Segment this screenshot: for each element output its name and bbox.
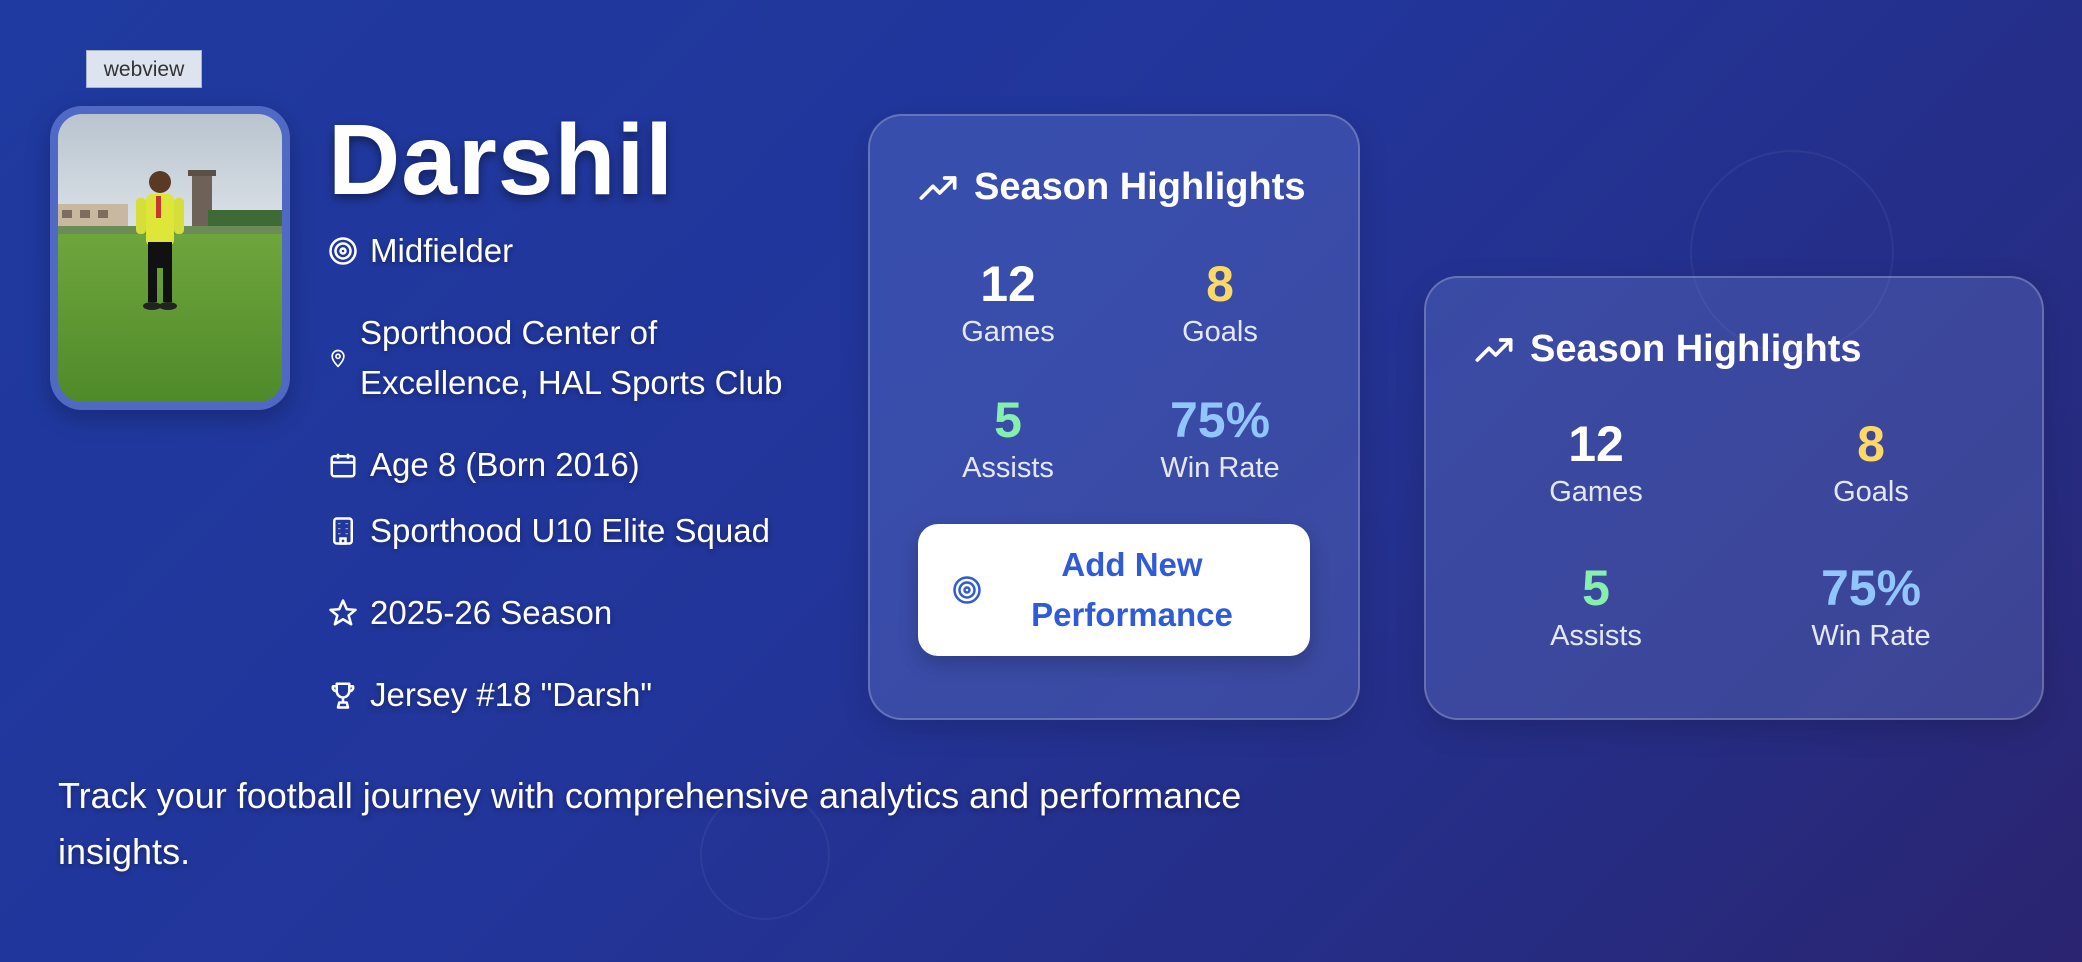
stat-assists-label: Assists	[962, 452, 1054, 484]
stat-win-rate-label: Win Rate	[1811, 620, 1931, 652]
stat-goals-value: 8	[1206, 256, 1234, 312]
position-text: Midfielder	[370, 232, 514, 269]
stat-games-value: 12	[980, 256, 1036, 312]
jersey-text: Jersey #18 "Darsh"	[370, 676, 653, 713]
trending-up-icon	[919, 175, 957, 200]
club-text-line1: Sporthood Center of	[360, 314, 658, 351]
map-pin-icon	[328, 308, 350, 408]
stat-win-rate: 75% Win Rate	[1140, 392, 1300, 488]
webview-label: webview	[86, 50, 202, 88]
season-highlights-card-secondary	[1424, 276, 2044, 720]
stat-win-rate-value: 75%	[1820, 560, 1922, 616]
trending-up-icon	[1475, 337, 1513, 362]
background-decoration	[1690, 150, 1894, 354]
stat-assists-value: 5	[1582, 560, 1610, 616]
building-icon	[328, 506, 360, 556]
stat-goals-label: Goals	[1833, 476, 1909, 508]
player-jersey: Jersey #18 "Darsh"	[328, 670, 652, 720]
add-performance-label: Add New Performance	[1031, 546, 1233, 633]
stat-goals: 8 Goals	[1140, 256, 1300, 352]
stat-games: 12 Games	[928, 256, 1088, 352]
target-icon	[953, 576, 981, 604]
player-team: Sporthood U10 Elite Squad	[328, 506, 770, 556]
stat-win-rate-label: Win Rate	[1160, 452, 1280, 484]
stat-win-rate-value: 75%	[1169, 392, 1271, 448]
tagline: Track your football journey with compreh…	[58, 775, 1242, 872]
player-club: Sporthood Center of Excellence, HAL Spor…	[328, 308, 782, 408]
stat-assists-label: Assists	[1550, 620, 1642, 652]
age-text: Age 8 (Born 2016)	[370, 446, 640, 483]
trophy-icon	[328, 670, 360, 720]
player-photo-image	[58, 114, 282, 402]
calendar-icon	[328, 440, 360, 490]
stat-assists-value: 5	[994, 392, 1022, 448]
stat-goals-value: 8	[1857, 416, 1885, 472]
season-highlights-title-secondary: Season Highlights	[1474, 328, 1861, 371]
stat-assists: 5 Assists	[1516, 560, 1676, 656]
stat-assists: 5 Assists	[928, 392, 1088, 488]
add-performance-button[interactable]: Add New Performance	[918, 524, 1310, 656]
stat-goals: 8 Goals	[1791, 416, 1951, 512]
player-season: 2025-26 Season	[328, 588, 612, 638]
stat-games-value: 12	[1568, 416, 1624, 472]
stat-games-label: Games	[1549, 476, 1643, 508]
player-age: Age 8 (Born 2016)	[328, 440, 640, 490]
star-icon	[328, 588, 360, 638]
player-photo	[50, 106, 290, 410]
target-icon	[328, 226, 360, 276]
stat-goals-label: Goals	[1182, 316, 1258, 348]
season-highlights-title: Season Highlights	[918, 166, 1305, 209]
stat-games-label: Games	[961, 316, 1055, 348]
player-position: Midfielder	[328, 226, 513, 276]
club-text-line2: Excellence, HAL Sports Club	[360, 364, 783, 401]
stat-win-rate: 75% Win Rate	[1791, 560, 1951, 656]
stat-games: 12 Games	[1516, 416, 1676, 512]
team-text: Sporthood U10 Elite Squad	[370, 512, 770, 549]
background-decoration	[700, 790, 830, 920]
player-name: Darshil	[328, 104, 675, 216]
season-text: 2025-26 Season	[370, 594, 613, 631]
